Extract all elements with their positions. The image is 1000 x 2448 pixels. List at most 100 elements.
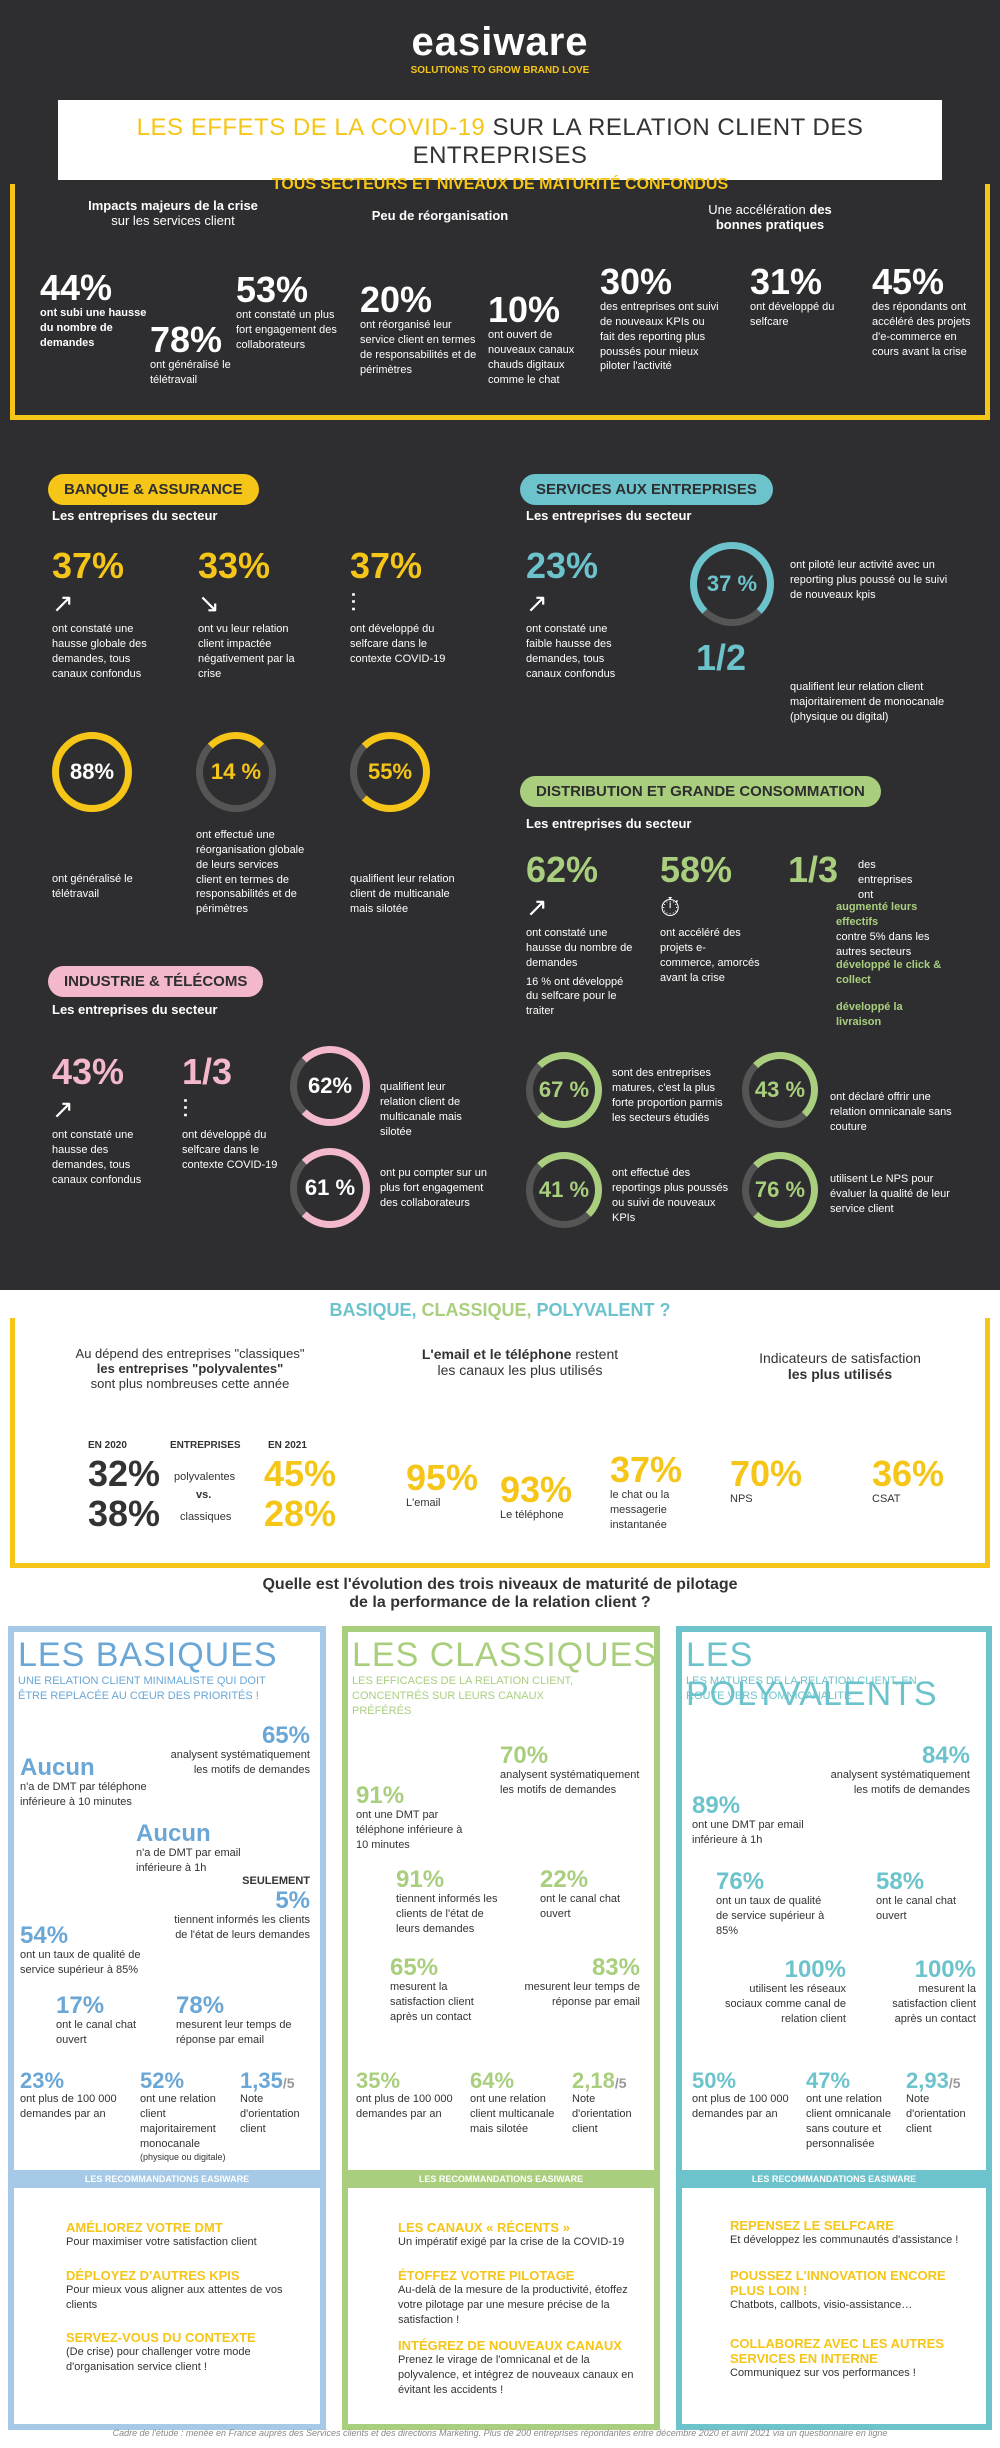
distribution-g-text: utilisent Le NPS pour évaluer la qualité… <box>830 1173 950 1215</box>
distribution-f-text: ont effectué des reportings plus poussés… <box>612 1167 729 1224</box>
banque-d-text: ont généralisé le télétravail <box>52 873 133 900</box>
basiques-j: 1,35/5 Note d'orientation client <box>240 2068 300 2135</box>
val-2021-polyvalentes: 45% <box>264 1453 337 1494</box>
ring-41: 41 % <box>526 1152 602 1228</box>
phone-stat: 93% Le téléphone <box>500 1469 573 1522</box>
classiques-d: 22% ont le canal chat ouvert <box>540 1866 621 1920</box>
basiques-i: 52% ont une relation client majoritaireme… <box>140 2068 226 2163</box>
brand-name: easiware <box>411 20 589 64</box>
ring-61: 61 % <box>290 1148 370 1228</box>
classiques-b: 91% ont une DMT par téléphone inférieure … <box>356 1782 463 1851</box>
page-subtitle: TOUS SECTEURS ET NIVEAUX DE MATURITÉ CON… <box>271 176 729 193</box>
basiques-h: 23% ont plus de 100 000 demandes par an <box>20 2068 117 2120</box>
classiques-h: 35% ont plus de 100 000 demandes par an <box>356 2068 453 2120</box>
polyvalents-b: 89% ont une DMT par email inférieure à 1h <box>692 1792 804 1846</box>
polyvalents-e: 100% utilisent les réseaux sociaux comme … <box>724 1956 846 2025</box>
email-stat: 95% L'email <box>406 1457 479 1510</box>
overview-heading-2: Peu de réorganisation <box>371 208 509 223</box>
pill-distribution: DISTRIBUTION ET GRANDE CONSOMMATION <box>520 776 881 807</box>
overview-heading-3: Une accélération des bonnes pratiques <box>708 202 832 232</box>
footer-note: Cadre de l'étude : menée en France auprè… <box>112 2428 888 2438</box>
ring-14: 14 % <box>196 732 276 812</box>
services-b-text: ont piloté leur activité avec un reporti… <box>790 559 948 601</box>
basiques-d: SEULEMENT 5% tiennent informés les clients… <box>174 1875 310 1941</box>
page-title: LES EFFETS DE LA COVID-19 SUR LA RELATIO… <box>136 114 864 169</box>
chat-stat: 37% le chat ou la messagerie instantanée <box>610 1449 683 1531</box>
classiques-e: 65% mesurent la satisfaction client après… <box>390 1954 474 2023</box>
comparison-title: BASIQUE, CLASSIQUE, POLYVALENT ? <box>329 1300 671 1320</box>
label-2020: EN 2020 <box>88 1440 127 1451</box>
classiques-c: 91% tiennent informés les clients de l'ét… <box>396 1866 498 1935</box>
val-2020-classiques: 38% <box>88 1493 161 1534</box>
label-2021: EN 2021 <box>268 1440 307 1451</box>
basiques-b: Aucun n'a de DMT par téléphone inférieure… <box>20 1754 147 1808</box>
banque-b: 33% ↘ ont vu leur relation client impactée… <box>198 545 295 680</box>
stat-31: 31% ont développé du selfcare <box>750 261 835 328</box>
reco-label-3: LES RECOMMANDATIONS EASIWARE <box>682 2170 986 2189</box>
overview-frame <box>10 184 990 420</box>
reco-p2: POUSSEZ L'INNOVATION ENCORE PLUS LOIN ! C… <box>730 2268 946 2311</box>
title-banner: LES EFFETS DE LA COVID-19 SUR LA RELATIO… <box>58 100 942 193</box>
col-classiques <box>342 1626 660 2430</box>
industrie-a: 43% ↗ ont constaté une hausse des demandes… <box>52 1051 142 1186</box>
satisfaction-heading: Indicateurs de satisfaction les plus util… <box>759 1350 921 1382</box>
polyvalents-j: 2,93/5 Note d'orientation client <box>906 2068 966 2135</box>
csat-stat: 36% CSAT <box>872 1453 945 1506</box>
basiques-a: 65% analysent systématiquement les motifs… <box>170 1722 310 1776</box>
distribution-sub: Les entreprises du secteur <box>526 816 692 831</box>
polyvalents-title: LES POLYVALENTS <box>686 1636 938 1713</box>
classiques-i: 64% ont une relation client multicanale m… <box>470 2068 555 2135</box>
industrie-b: 1/3 ⫶ ont développé du selfcare dans le co… <box>182 1051 278 1171</box>
basiques-title: LES BASIQUES <box>18 1636 278 1674</box>
banque-c: 37% ⫶ ont développé du selfcare dans le co… <box>350 545 446 665</box>
channels-heading: L'email et le téléphone restent les canau… <box>421 1346 619 1378</box>
services-c-text: qualifient leur relation client majorita… <box>790 681 945 723</box>
stat-30: 30% des entreprises ont suivi de nouveaux… <box>600 261 719 373</box>
distribution-a: 62% ↗ ont constaté une hausse du nombre de… <box>526 849 633 1018</box>
nps-stat: 70% NPS <box>730 1453 803 1506</box>
stat-44: 44% ont subi une hausse du nombre de dema… <box>40 267 147 349</box>
distribution-c2: développé le click & collect <box>836 959 942 986</box>
ring-62: 62% <box>290 1046 370 1126</box>
classiques-sub: LES EFFICACES DE LA RELATION CLIENT, CON… <box>352 1675 574 1717</box>
label-classiques: classiques <box>180 1511 232 1523</box>
reco-c3: INTÉGREZ DE NOUVEAUX CANAUX Prenez le vir… <box>398 2338 634 2396</box>
stat-20: 20% ont réorganisé leur service client en… <box>360 279 477 376</box>
distribution-b: 58% ⏱ ont accéléré des projets e-commerce,… <box>660 849 760 984</box>
distribution-e-text: ont déclaré offrir une relation omnicana… <box>830 1091 952 1133</box>
ring-88: 88% <box>52 732 132 812</box>
ring-43: 43 % <box>742 1052 818 1128</box>
pill-services: SERVICES AUX ENTREPRISES <box>520 474 773 505</box>
reco-b2: DÉPLOYEZ D'AUTRES KPIS Pour mieux vous al… <box>66 2268 283 2311</box>
banque-e-text: ont effectué une réorganisation globale … <box>196 829 305 916</box>
stat-45: 45% des répondants ont accéléré des proje… <box>872 261 971 358</box>
polyvalents-a: 84% analysent systématiquement les motifs… <box>830 1742 970 1796</box>
pill-industrie: INDUSTRIE & TÉLÉCOMS <box>48 966 264 997</box>
stat-78: 78% ont généralisé le télétravail <box>150 319 231 386</box>
overview-heading-1: Impacts majeurs de la crise sur les servi… <box>88 198 258 228</box>
classiques-a: 70% analysent systématiquement les motifs… <box>500 1742 640 1796</box>
label-vs: vs. <box>196 1489 212 1501</box>
pill-banque: BANQUE & ASSURANCE <box>48 474 259 505</box>
services-c: 1/2 <box>696 637 747 678</box>
reco-c1: LES CANAUX « RÉCENTS » Un impératif exigé… <box>398 2220 625 2248</box>
industrie-d-text: ont pu compter sur un plus fort engageme… <box>380 1167 488 1209</box>
reco-b3: SERVEZ-VOUS DU CONTEXTE (De crise) pour c… <box>66 2330 256 2373</box>
basiques-sub: UNE RELATION CLIENT MINIMALISTE QUI DOIT… <box>18 1675 266 1702</box>
banque-sub: Les entreprises du secteur <box>52 508 218 523</box>
val-2021-classiques: 28% <box>264 1493 337 1534</box>
label-polyvalentes: polyvalentes <box>174 1471 236 1483</box>
distribution-c-text: des entreprises ont <box>858 859 913 901</box>
basiques-c: Aucun n'a de DMT par email inférieure à 1… <box>136 1820 241 1874</box>
polyvalents-i: 47% ont une relation client omnicanale sa… <box>806 2068 891 2150</box>
reco-b1: AMÉLIOREZ VOTRE DMT Pour maximiser votre … <box>66 2220 257 2248</box>
col-basiques <box>8 1626 326 2430</box>
industrie-c-text: qualifient leur relation client de multi… <box>380 1081 462 1138</box>
brand-tagline: SOLUTIONS TO GROW BRAND LOVE <box>410 65 590 76</box>
classiques-title: LES CLASSIQUES <box>352 1636 658 1674</box>
polyvalents-c: 76% ont un taux de qualité de service sup… <box>716 1868 825 1937</box>
label-entreprises: ENTREPRISES <box>170 1440 241 1451</box>
ring-76: 76 % <box>742 1152 818 1228</box>
logo: easiware SOLUTIONS TO GROW BRAND LOVE <box>0 20 1000 76</box>
distribution-c1: augmenté leurs effectifs contre 5% dans l… <box>836 901 930 958</box>
